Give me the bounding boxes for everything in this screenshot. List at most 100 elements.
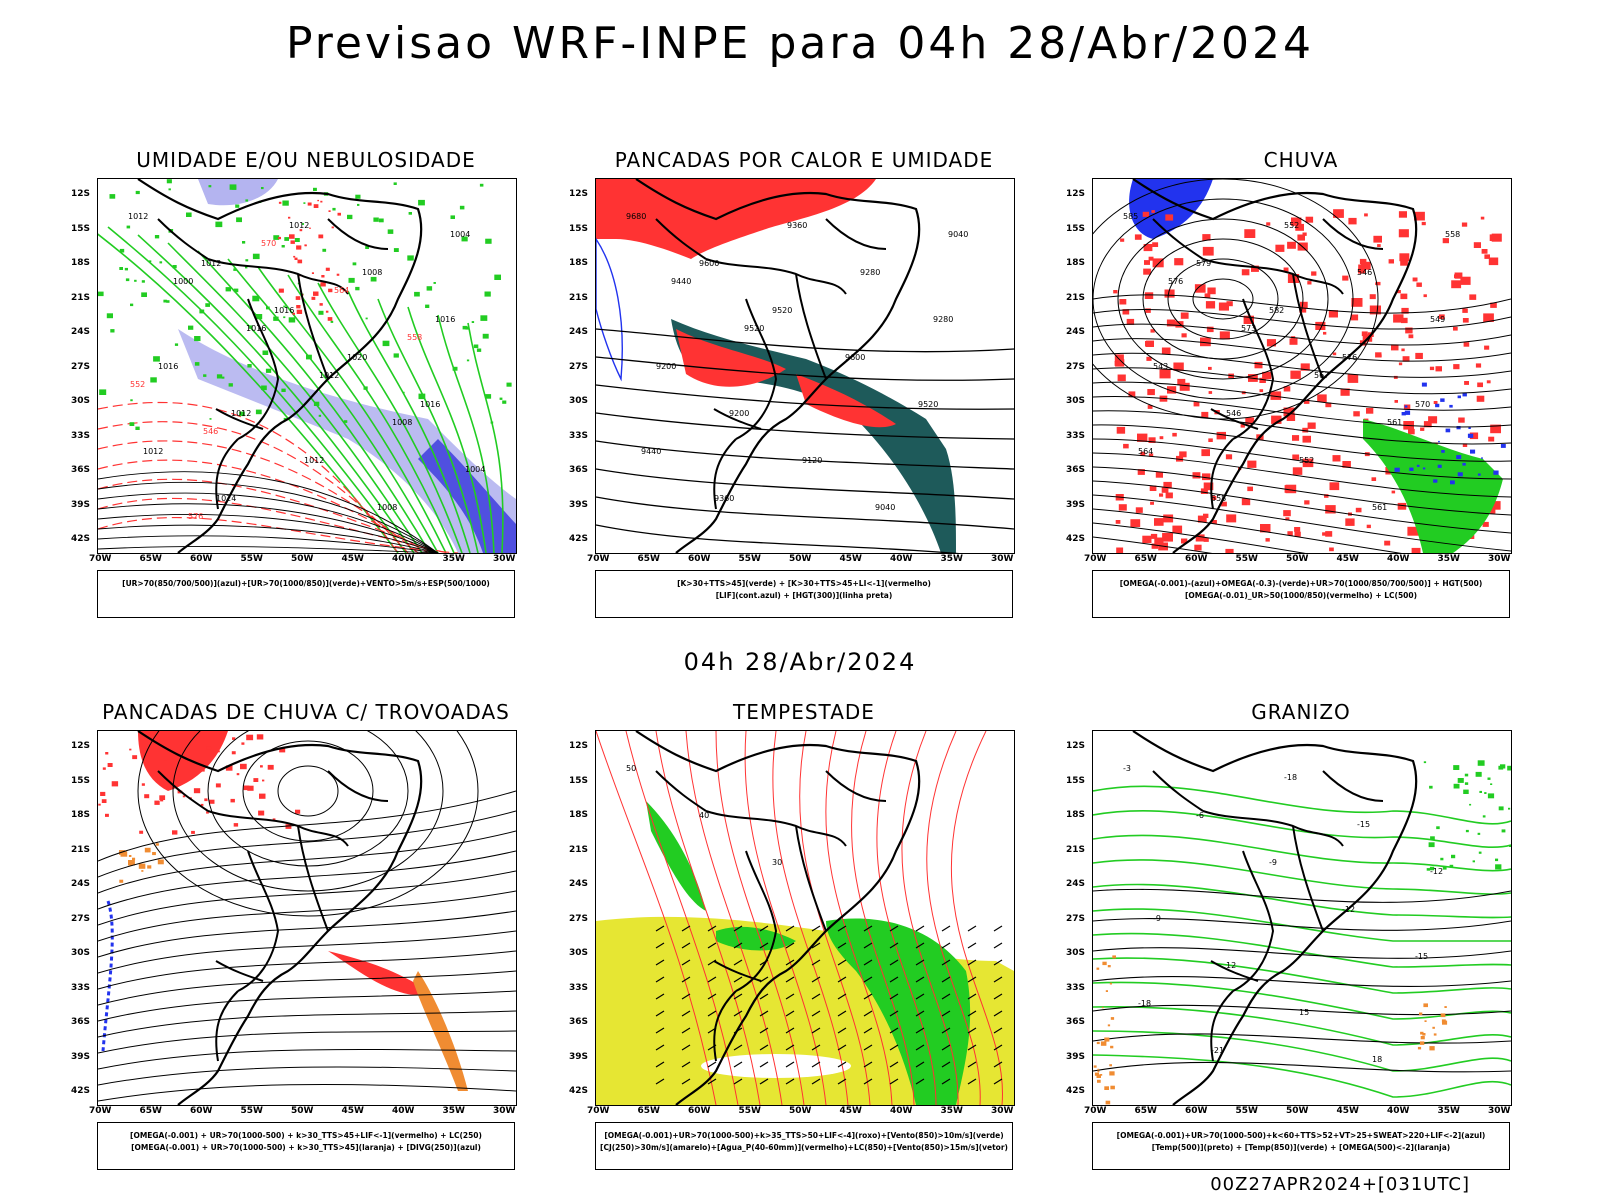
latitude-label: 27S bbox=[569, 913, 589, 924]
latitude-label: 39S bbox=[1066, 499, 1086, 510]
longitude-label: 55W bbox=[738, 554, 761, 564]
contour-label: 546 bbox=[1226, 409, 1241, 418]
latitude-label: 39S bbox=[71, 1051, 91, 1062]
longitude-label: 50W bbox=[291, 1106, 314, 1116]
latitude-label: 30S bbox=[569, 396, 589, 406]
latitude-label: 21S bbox=[71, 844, 91, 855]
longitude-label: 40W bbox=[392, 1106, 415, 1116]
contour-label: 570 bbox=[1415, 400, 1430, 409]
contour-label: 9520 bbox=[744, 324, 764, 333]
legend-line: [OMEGA(-0.001) + UR>70(1000-500) + k>30_… bbox=[130, 1131, 482, 1140]
longitude-label: 60W bbox=[688, 1106, 711, 1116]
latitude-label: 42S bbox=[71, 1086, 91, 1096]
latitude-label: 15S bbox=[569, 775, 589, 786]
contour-label: -18 bbox=[1284, 773, 1297, 782]
contour-label: 585 bbox=[1123, 212, 1138, 221]
contour-label: 1016 bbox=[435, 315, 455, 324]
panel-legend: [UR>70(850/700/500)](azul)+[UR>70(1000/8… bbox=[97, 570, 515, 618]
latitude-label: 42S bbox=[569, 1086, 589, 1096]
latitude-label: 27S bbox=[71, 913, 91, 924]
latitude-label: 12S bbox=[71, 741, 91, 751]
longitude-label: 70W bbox=[587, 554, 610, 564]
latitude-label: 30S bbox=[71, 948, 91, 958]
latitude-label: 33S bbox=[1066, 982, 1086, 993]
longitude-label: 35W bbox=[940, 554, 963, 564]
map-area: 585 579 582 576 570 564 558 552 546 549 543 546 552 5… bbox=[1092, 178, 1512, 554]
contour-label: 576 bbox=[188, 512, 203, 521]
contour-label: 558 bbox=[1445, 230, 1460, 239]
contour-label: 558 bbox=[407, 333, 422, 342]
contour-label: 567 bbox=[1314, 371, 1329, 380]
latitude-label: 12S bbox=[71, 189, 91, 199]
contour-label: 12 bbox=[1226, 961, 1236, 970]
legend-line: [OMEGA(-0.001)+UR>70(1000-500)+k>35_TTS>… bbox=[604, 1131, 1004, 1140]
contour-label: 564 bbox=[334, 286, 349, 295]
panel-legend: [K>30+TTS>45](verde) + [K>30+TTS>45+LI<-… bbox=[595, 570, 1013, 618]
latitude-label: 36S bbox=[569, 465, 589, 475]
contour-label: 1016 bbox=[274, 306, 294, 315]
longitude-label: 45W bbox=[341, 554, 364, 564]
contour-label: -15 bbox=[1415, 952, 1428, 961]
contour-label: -12 bbox=[1342, 905, 1355, 914]
longitude-label: 50W bbox=[789, 1106, 812, 1116]
contour-label: -6 bbox=[1196, 811, 1204, 820]
contour-label: 546 bbox=[203, 427, 218, 436]
latitude-label: 42S bbox=[1066, 534, 1086, 544]
contour-label: 582 bbox=[1269, 306, 1284, 315]
contour-label: 1012 bbox=[201, 259, 221, 268]
contour-label: 570 bbox=[261, 239, 276, 248]
latitude-label: 18S bbox=[1066, 810, 1086, 820]
latitude-label: 36S bbox=[71, 1017, 91, 1027]
contour-label: -12 bbox=[1430, 867, 1443, 876]
longitude-label: 30W bbox=[493, 554, 516, 564]
latitude-label: 12S bbox=[569, 189, 589, 199]
latitude-label: 12S bbox=[1066, 189, 1086, 199]
longitude-label: 60W bbox=[1185, 554, 1208, 564]
panel-legend: [OMEGA(-0.001)+UR>70(1000-500)+k>35_TTS>… bbox=[595, 1122, 1013, 1170]
valid-time-title: 04h 28/Abr/2024 bbox=[683, 648, 917, 676]
latitude-label: 39S bbox=[71, 499, 91, 510]
longitude-label: 65W bbox=[1134, 1106, 1157, 1116]
longitude-label: 65W bbox=[637, 1106, 660, 1116]
run-info-footer: 00Z27APR2024+[031UTC] bbox=[1210, 1174, 1470, 1195]
latitude-label: 18S bbox=[569, 258, 589, 268]
longitude-label: 30W bbox=[991, 1106, 1014, 1116]
longitude-label: 65W bbox=[139, 554, 162, 564]
legend-line: [Temp(500)](preto) + [Temp(850)](verde) … bbox=[1151, 1143, 1451, 1152]
contour-label: 1012 bbox=[304, 456, 324, 465]
latitude-label: 33S bbox=[1066, 430, 1086, 441]
latitude-label: 15S bbox=[1066, 775, 1086, 786]
latitude-label: 24S bbox=[71, 879, 91, 889]
longitude-label: 45W bbox=[1336, 1106, 1359, 1116]
contour-label: 9200 bbox=[729, 409, 749, 418]
map-area: 9680 9600 9520 9600 9520 9440 9360 9360 9280 9280… bbox=[595, 178, 1015, 554]
contour-label: 9360 bbox=[714, 494, 734, 503]
longitude-label: 35W bbox=[1437, 554, 1460, 564]
panel-title: PANCADAS POR CALOR E UMIDADE bbox=[614, 148, 994, 172]
longitude-label: 40W bbox=[890, 554, 913, 564]
contour-label: 1008 bbox=[377, 503, 397, 512]
latitude-label: 24S bbox=[569, 327, 589, 337]
latitude-label: 18S bbox=[1066, 258, 1086, 268]
latitude-label: 18S bbox=[71, 258, 91, 268]
contour-label: 9680 bbox=[626, 212, 646, 221]
latitude-label: 27S bbox=[1066, 913, 1086, 924]
contour-label: -9 bbox=[1269, 858, 1277, 867]
longitude-label: 70W bbox=[1084, 1106, 1107, 1116]
panel-legend: [OMEGA(-0.001)-(azul)+OMEGA(-0.3)-(verde… bbox=[1092, 570, 1510, 618]
latitude-label: 24S bbox=[71, 327, 91, 337]
latitude-label: 18S bbox=[569, 810, 589, 820]
panel-title: PANCADAS DE CHUVA C/ TROVOADAS bbox=[102, 700, 510, 724]
contour-label: 1004 bbox=[450, 230, 470, 239]
contour-label: 9120 bbox=[802, 456, 822, 465]
longitude-label: 35W bbox=[442, 554, 465, 564]
longitude-label: 30W bbox=[493, 1106, 516, 1116]
map-area: 1012 1012 1016 1020 1016 1012 1024 1012 1008 1016… bbox=[97, 178, 517, 554]
panel-title: TEMPESTADE bbox=[733, 700, 875, 724]
contour-label: 9280 bbox=[933, 315, 953, 324]
contour-label: 549 bbox=[1430, 315, 1445, 324]
contour-label: 1008 bbox=[392, 418, 412, 427]
contour-label: 552 bbox=[130, 380, 145, 389]
legend-line: [OMEGA(-0.01)_UR>50(1000/850)(vermelho) … bbox=[1184, 591, 1418, 600]
latitude-label: 21S bbox=[569, 292, 589, 303]
